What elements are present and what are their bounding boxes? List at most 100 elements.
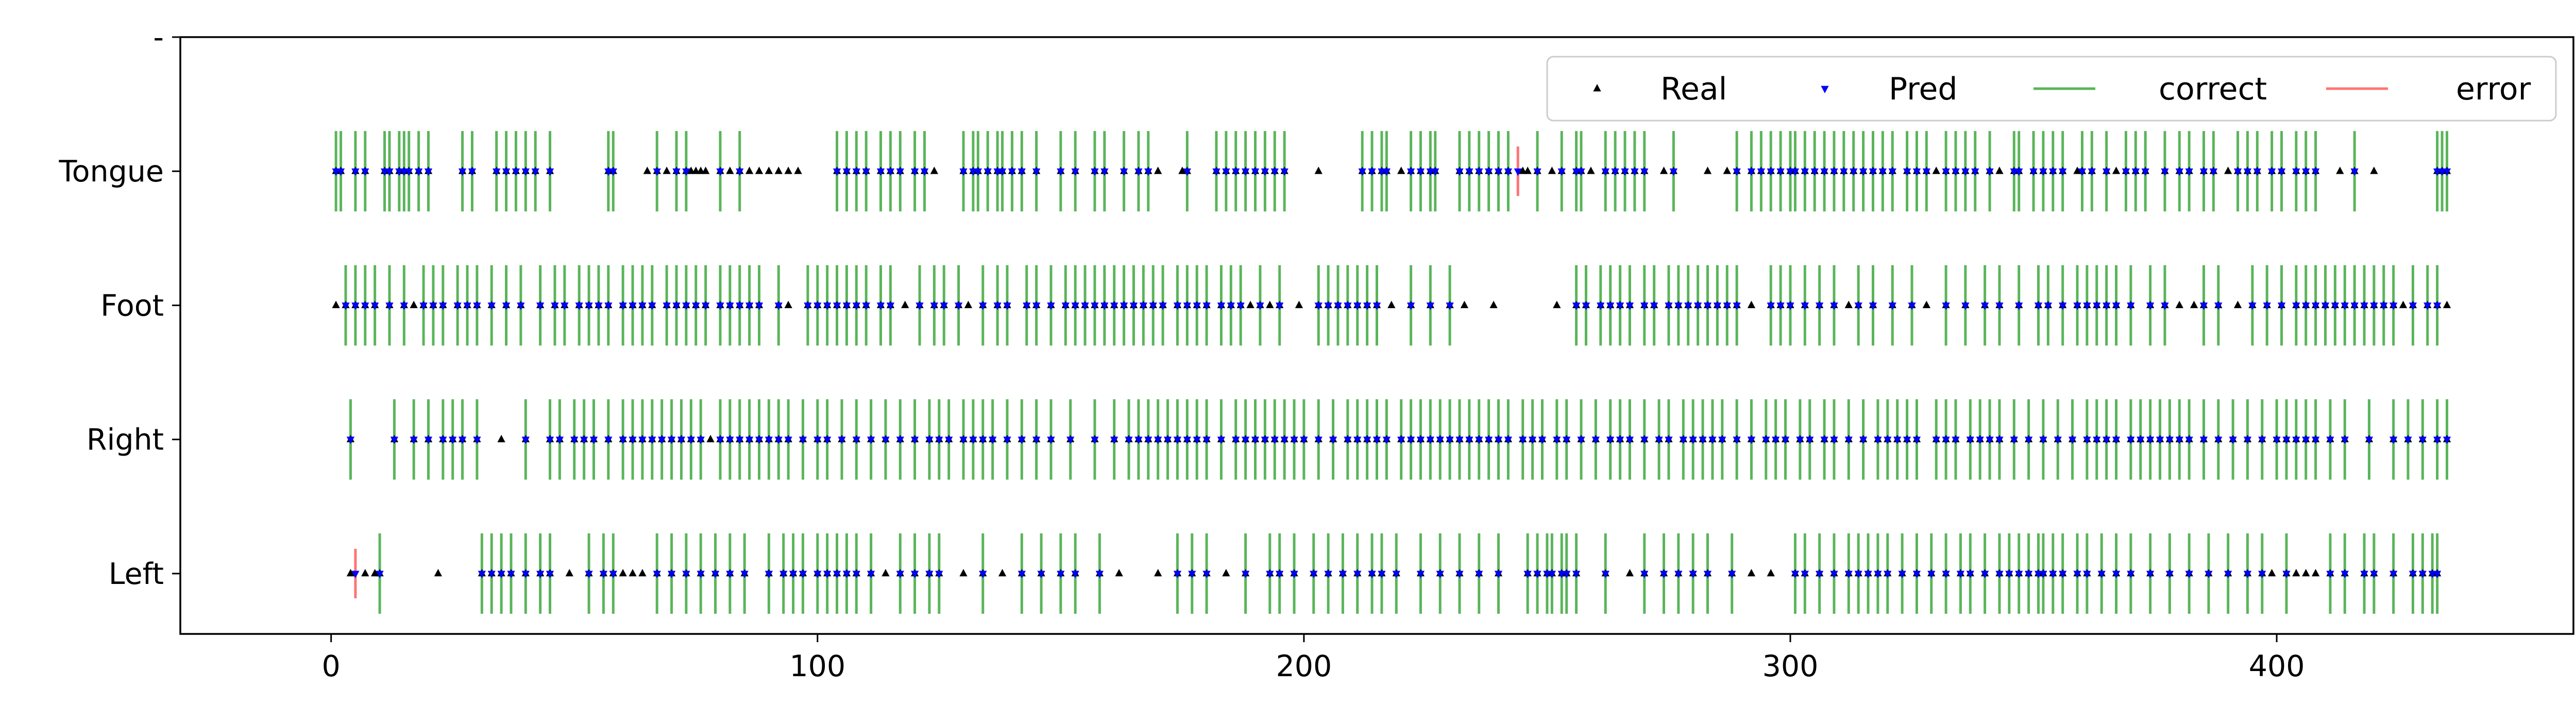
real-point	[1154, 166, 1162, 174]
pred-point	[1173, 303, 1182, 310]
pred-point	[667, 571, 676, 578]
pred-point	[2418, 437, 2427, 444]
pred-point	[862, 303, 870, 310]
pred-point	[1888, 303, 1896, 310]
pred-point	[493, 168, 501, 176]
y-tick-label: Tongue	[58, 155, 164, 189]
pred-point	[2331, 303, 2340, 310]
pred-point	[1183, 303, 1191, 310]
pred-point	[1689, 437, 1697, 444]
real-point	[1553, 300, 1561, 308]
pred-point	[390, 437, 399, 444]
pred-point	[1859, 168, 1868, 176]
pred-point	[604, 303, 613, 310]
pred-point	[1523, 571, 1532, 578]
pred-point	[2214, 437, 2223, 444]
pred-point	[1655, 437, 1663, 444]
real-point	[1523, 166, 1532, 174]
pred-point	[453, 303, 462, 310]
pred-point	[512, 168, 520, 176]
pred-point	[468, 168, 477, 176]
pred-point	[1023, 303, 1031, 310]
pred-point	[1781, 437, 1790, 444]
pred-point	[2054, 437, 2062, 444]
pred-point	[2039, 168, 2047, 176]
pred-point	[658, 437, 666, 444]
pred-point	[814, 303, 822, 310]
pred-point	[1708, 437, 1717, 444]
pred-point	[716, 437, 724, 444]
pred-point	[1406, 168, 1415, 176]
pred-point	[1874, 571, 1882, 578]
pred-point	[1475, 571, 1483, 578]
pred-point	[546, 168, 554, 176]
pred-point	[1878, 168, 1887, 176]
pred-point	[2248, 303, 2257, 310]
pred-point	[2039, 571, 2047, 578]
real-point	[1767, 568, 1775, 577]
pred-point	[862, 168, 870, 176]
real-point	[1387, 300, 1396, 308]
plot-frame	[179, 36, 2574, 635]
pred-point	[716, 168, 724, 176]
pred-point	[1071, 571, 1079, 578]
real-point	[1222, 568, 1230, 577]
pred-point	[2321, 303, 2330, 310]
pred-point	[1528, 437, 1537, 444]
pred-point	[1577, 168, 1585, 176]
pred-point	[896, 571, 904, 578]
pred-point	[2350, 168, 2359, 176]
pred-point	[599, 571, 608, 578]
pred-point	[882, 437, 890, 444]
real-point	[1747, 568, 1756, 577]
pred-point	[1455, 571, 1464, 578]
pred-point	[779, 571, 788, 578]
pred-point	[2103, 168, 2111, 176]
pred-point	[1032, 303, 1041, 310]
pred-point	[1966, 437, 1974, 444]
pred-point	[585, 571, 593, 578]
pred-point	[2341, 437, 2349, 444]
pred-point	[2292, 437, 2300, 444]
pred-point	[799, 437, 807, 444]
real-point	[2190, 300, 2198, 308]
pred-point	[789, 571, 798, 578]
real-point	[701, 166, 710, 174]
pred-point	[1071, 303, 1079, 310]
real-point	[619, 568, 627, 577]
pred-point	[2165, 437, 2174, 444]
real-point	[629, 568, 637, 577]
real-point	[1995, 166, 2004, 174]
pred-point	[2034, 303, 2043, 310]
pred-point	[867, 571, 875, 578]
pred-point	[2380, 303, 2388, 310]
pred-point	[1484, 168, 1493, 176]
real-point	[2175, 300, 2183, 308]
pred-point	[2273, 437, 2281, 444]
pred-point	[1728, 571, 1736, 578]
pred-point	[697, 437, 705, 444]
pred-point	[2282, 437, 2291, 444]
pred-point	[716, 303, 724, 310]
pred-point	[410, 437, 418, 444]
pred-point	[1057, 168, 1065, 176]
pred-point	[1961, 303, 1970, 310]
pred-point	[1446, 303, 1454, 310]
pred-point	[1806, 437, 1814, 444]
pred-point	[682, 571, 690, 578]
real-point	[1922, 300, 1930, 308]
pred-point	[814, 437, 822, 444]
legend-real-label: Real	[1660, 71, 1727, 107]
pred-point	[2122, 168, 2130, 176]
real-point	[774, 166, 783, 174]
pred-point	[502, 303, 511, 310]
pred-point	[2370, 571, 2378, 578]
pred-point	[473, 303, 481, 310]
pred-point	[595, 303, 603, 310]
pred-point	[2389, 437, 2398, 444]
pred-point	[1475, 168, 1483, 176]
pred-point	[1081, 303, 1089, 310]
pred-point	[1553, 437, 1561, 444]
pred-point	[1003, 303, 1011, 310]
real-point	[2311, 568, 2320, 577]
